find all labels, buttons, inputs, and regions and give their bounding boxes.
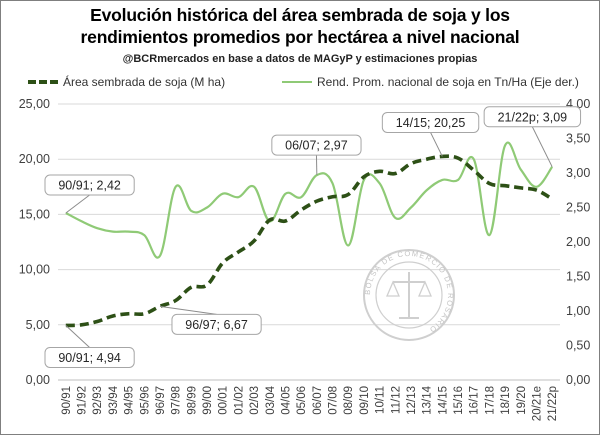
- legend-label-area: Área sembrada de soja (M ha): [63, 75, 226, 89]
- annotation-leader: [65, 194, 90, 214]
- x-tick-label: 01/02: [233, 386, 245, 415]
- x-tick-label: 03/04: [265, 385, 277, 414]
- x-tick-label: 07/08: [328, 386, 340, 415]
- x-tick-label: 08/09: [343, 386, 355, 415]
- y-right-tick-label: 3,50: [566, 132, 590, 146]
- x-tick-label: 91/92: [77, 386, 89, 415]
- x-tick-label: 15/16: [453, 386, 465, 415]
- x-tick-label: 90/91: [61, 386, 73, 415]
- x-tick-label: 11/12: [390, 386, 402, 414]
- annotation-box: [171, 313, 262, 335]
- y-left-tick-label: 0,00: [26, 373, 50, 387]
- series-line-rendimiento: [65, 141, 554, 259]
- x-tick-label: 00/01: [218, 386, 230, 415]
- y-right-tick-label: 1,50: [566, 270, 590, 284]
- annotation-label: 06/07; 2,97: [285, 139, 348, 153]
- annotation-box: [381, 111, 480, 133]
- x-tick-label: 05/06: [296, 386, 308, 415]
- x-tick-label: 04/05: [280, 386, 292, 415]
- annotation-leader: [159, 305, 217, 315]
- legend-swatch-area: [28, 80, 58, 84]
- annotation-leader: [65, 325, 90, 348]
- gridlines: [58, 103, 560, 381]
- annotation-box: [483, 106, 582, 128]
- y-left-tick-label: 10,00: [19, 263, 50, 277]
- x-tick-label: 16/17: [469, 386, 481, 415]
- annotation-label: 90/91; 2,42: [58, 179, 121, 193]
- y-right-tick-label: 1,00: [566, 304, 590, 318]
- watermark-seal: BOLSA DE COMERCIO DE ROSARIO: [363, 249, 455, 341]
- y-right-tick-label: 3,00: [566, 166, 590, 180]
- y-left-tick-label: 15,00: [19, 207, 50, 221]
- x-tick-label: 17/18: [484, 386, 496, 415]
- x-tick-label: 14/15: [437, 386, 449, 415]
- annotation-label: 90/91; 4,94: [58, 351, 121, 365]
- series-lines: [65, 141, 554, 328]
- x-tick-label: 21/22p: [547, 386, 559, 421]
- x-tick-label: 06/07: [312, 386, 324, 415]
- legend-label-rend: Rend. Prom. nacional de soja en Tn/Ha (E…: [317, 75, 579, 89]
- chart-title-line1: Evolución histórica del área sembrada de…: [90, 5, 510, 25]
- x-tick-label: 94/95: [124, 386, 136, 415]
- chart-subtitle: @BCRmercados en base a datos de MAGyP y …: [122, 53, 478, 65]
- legend-item-rend: Rend. Prom. nacional de soja en Tn/Ha (E…: [282, 75, 579, 89]
- y-left-tick-label: 5,00: [26, 318, 50, 332]
- x-tick-label: 99/00: [202, 386, 214, 415]
- x-tick-label: 93/94: [108, 385, 120, 414]
- annotation-leader: [531, 126, 553, 168]
- data-annotations: 90/91; 2,42 90/91; 4,94 96/97; 6,67 06/07; …: [44, 106, 582, 368]
- x-tick-label: 98/99: [186, 386, 198, 415]
- annotation-label: 96/97; 6,67: [185, 318, 248, 332]
- x-tick-label: 12/13: [406, 386, 418, 415]
- chart-legend: Área sembrada de soja (M ha) Rend. Prom.…: [0, 75, 600, 91]
- y-right-tick-label: 2,00: [566, 235, 590, 249]
- x-tick-label: 96/97: [155, 386, 167, 415]
- x-tick-label: 09/10: [359, 386, 371, 415]
- y-left-tick-label: 20,00: [19, 152, 50, 166]
- x-tick-label: 19/20: [516, 386, 528, 415]
- y-right-tick-label: 0,00: [566, 373, 590, 387]
- annotation-leader: [430, 132, 443, 157]
- chart-title-line2: rendimientos promedios por hectárea a ni…: [80, 27, 520, 47]
- y-left-tick-label: 25,00: [19, 97, 50, 111]
- x-tick-label: 13/14: [422, 385, 434, 414]
- y-right-tick-label: 2,50: [566, 201, 590, 215]
- annotation-box: [44, 346, 135, 368]
- x-tick-label: 97/98: [171, 386, 183, 415]
- legend-item-area: Área sembrada de soja (M ha): [28, 75, 225, 89]
- legend-swatch-rend: [282, 81, 312, 83]
- x-tick-label: 20/21e: [531, 386, 543, 421]
- annotation-box: [44, 174, 135, 196]
- annotation-box: [271, 134, 362, 156]
- x-tick-label: 95/96: [139, 386, 151, 415]
- x-tick-label: 18/19: [500, 386, 512, 415]
- series-line-area: [65, 154, 554, 328]
- y-right-tick-label: 0,50: [566, 339, 590, 353]
- y-axis-right: 0,000,501,001,502,002,503,003,504,00: [566, 97, 590, 387]
- x-tick-label: 92/93: [92, 386, 104, 415]
- annotation-label: 21/22p; 3,09: [498, 110, 568, 124]
- y-axis-left: 0,00 5,00 10,00 15,00 20,00 25,00: [19, 97, 50, 387]
- x-tick-label: 02/03: [249, 386, 261, 415]
- x-tick-label: 10/11: [375, 386, 387, 414]
- x-axis: 90/91 91/92 92/93 93/94 94/95 95/96 96/97 97/98…: [61, 385, 559, 421]
- annotation-label: 14/15; 20,25: [396, 116, 466, 130]
